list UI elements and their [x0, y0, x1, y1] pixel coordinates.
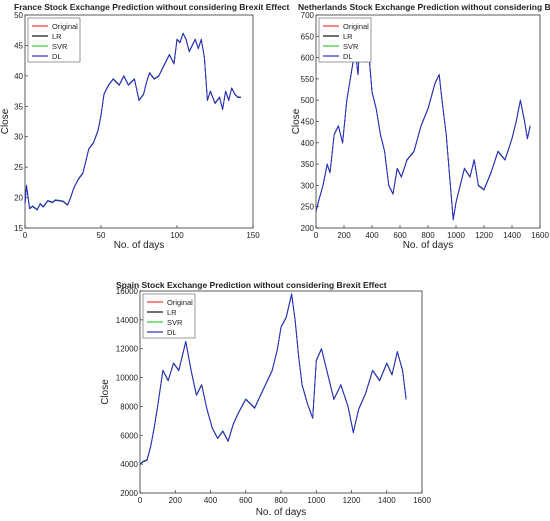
y-tick-label: 35 [14, 102, 23, 111]
x-tick-label: 1600 [531, 231, 549, 240]
y-tick-label: 15 [14, 224, 23, 233]
x-tick-label: 1600 [413, 496, 431, 505]
y-tick-label: 14000 [116, 316, 139, 325]
y-tick-label: 10000 [116, 374, 139, 383]
legend-box [27, 17, 81, 63]
legend-entry: LR [167, 308, 177, 317]
x-tick-label: 50 [97, 231, 106, 240]
legend-box [142, 293, 196, 339]
y-tick-label: 300 [301, 181, 315, 190]
series-line-dl [139, 293, 407, 465]
y-tick-label: 45 [14, 41, 23, 50]
x-tick-label: 600 [393, 231, 407, 240]
x-tick-label: 1200 [343, 496, 361, 505]
y-tick-label: 8000 [120, 402, 138, 411]
x-tick-label: 100 [170, 231, 184, 240]
y-tick-label: 650 [301, 32, 315, 41]
x-tick-label: 150 [246, 231, 260, 240]
spain-chart: Spain Stock Exchange Prediction without … [100, 280, 431, 518]
y-tick-label: 25 [14, 163, 23, 172]
legend-entry: SVR [343, 42, 359, 51]
y-tick-label: 40 [14, 72, 23, 81]
y-tick-label: 450 [301, 118, 315, 127]
legend-entry: SVR [52, 42, 68, 51]
x-tick-label: 800 [421, 231, 435, 240]
legend-entry: DL [343, 52, 353, 61]
legend-entry: LR [52, 32, 62, 41]
netherlands-chart: Netherlands Stock Exchange Prediction wi… [291, 2, 550, 251]
y-tick-label: 2000 [120, 489, 138, 498]
legend-entry: Original [52, 22, 78, 31]
x-tick-label: 1000 [447, 231, 465, 240]
x-tick-label: 800 [274, 496, 288, 505]
legend-entry: SVR [167, 318, 183, 327]
y-tick-label: 30 [14, 133, 23, 142]
x-tick-label: 400 [204, 496, 218, 505]
x-tick-label: 600 [239, 496, 253, 505]
x-tick-label: 0 [23, 231, 28, 240]
x-tick-label: 1400 [378, 496, 396, 505]
y-axis-label: Close [100, 379, 111, 405]
y-axis-label: Close [0, 108, 11, 134]
y-tick-label: 550 [301, 75, 315, 84]
legend-entry: LR [343, 32, 353, 41]
x-tick-label: 200 [169, 496, 183, 505]
y-tick-label: 500 [301, 96, 315, 105]
series-line-dl [315, 23, 531, 220]
y-tick-label: 12000 [116, 345, 139, 354]
x-axis-label: No. of days [256, 507, 307, 518]
y-axis-label: Close [291, 108, 302, 134]
france-chart: France Stock Exchange Prediction without… [0, 2, 290, 251]
y-tick-label: 700 [301, 11, 315, 20]
x-tick-label: 400 [365, 231, 379, 240]
x-tick-label: 0 [138, 496, 143, 505]
x-tick-label: 200 [337, 231, 351, 240]
legend-entry: DL [167, 328, 177, 337]
y-tick-label: 16000 [116, 287, 139, 296]
y-tick-label: 600 [301, 54, 315, 63]
chart-title: Spain Stock Exchange Prediction without … [116, 280, 387, 290]
y-tick-label: 250 [301, 203, 315, 212]
y-tick-label: 350 [301, 160, 315, 169]
x-axis-label: No. of days [114, 240, 165, 251]
x-tick-label: 1400 [503, 231, 521, 240]
legend-box [318, 17, 372, 63]
y-tick-label: 50 [14, 11, 23, 20]
legend-entry: Original [167, 298, 193, 307]
chart-title: France Stock Exchange Prediction without… [14, 2, 290, 12]
legend-entry: DL [52, 52, 62, 61]
y-tick-label: 6000 [120, 431, 138, 440]
x-tick-label: 0 [314, 231, 319, 240]
series-line-dl [24, 32, 241, 211]
y-tick-label: 20 [14, 194, 23, 203]
x-axis-label: No. of days [403, 240, 454, 251]
y-tick-label: 4000 [120, 460, 138, 469]
chart-title: Netherlands Stock Exchange Prediction wi… [298, 2, 550, 12]
y-tick-label: 200 [301, 224, 315, 233]
legend-entry: Original [343, 22, 369, 31]
y-tick-label: 400 [301, 139, 315, 148]
x-tick-label: 1200 [475, 231, 493, 240]
x-tick-label: 1000 [307, 496, 325, 505]
